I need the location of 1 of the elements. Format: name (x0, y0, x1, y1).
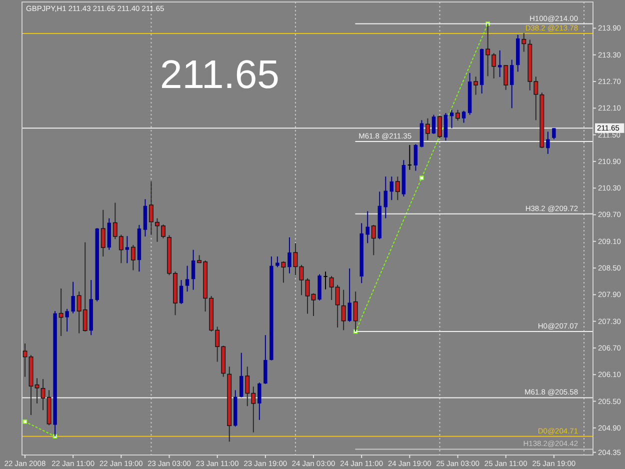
annotation: 211.65 (160, 53, 280, 97)
